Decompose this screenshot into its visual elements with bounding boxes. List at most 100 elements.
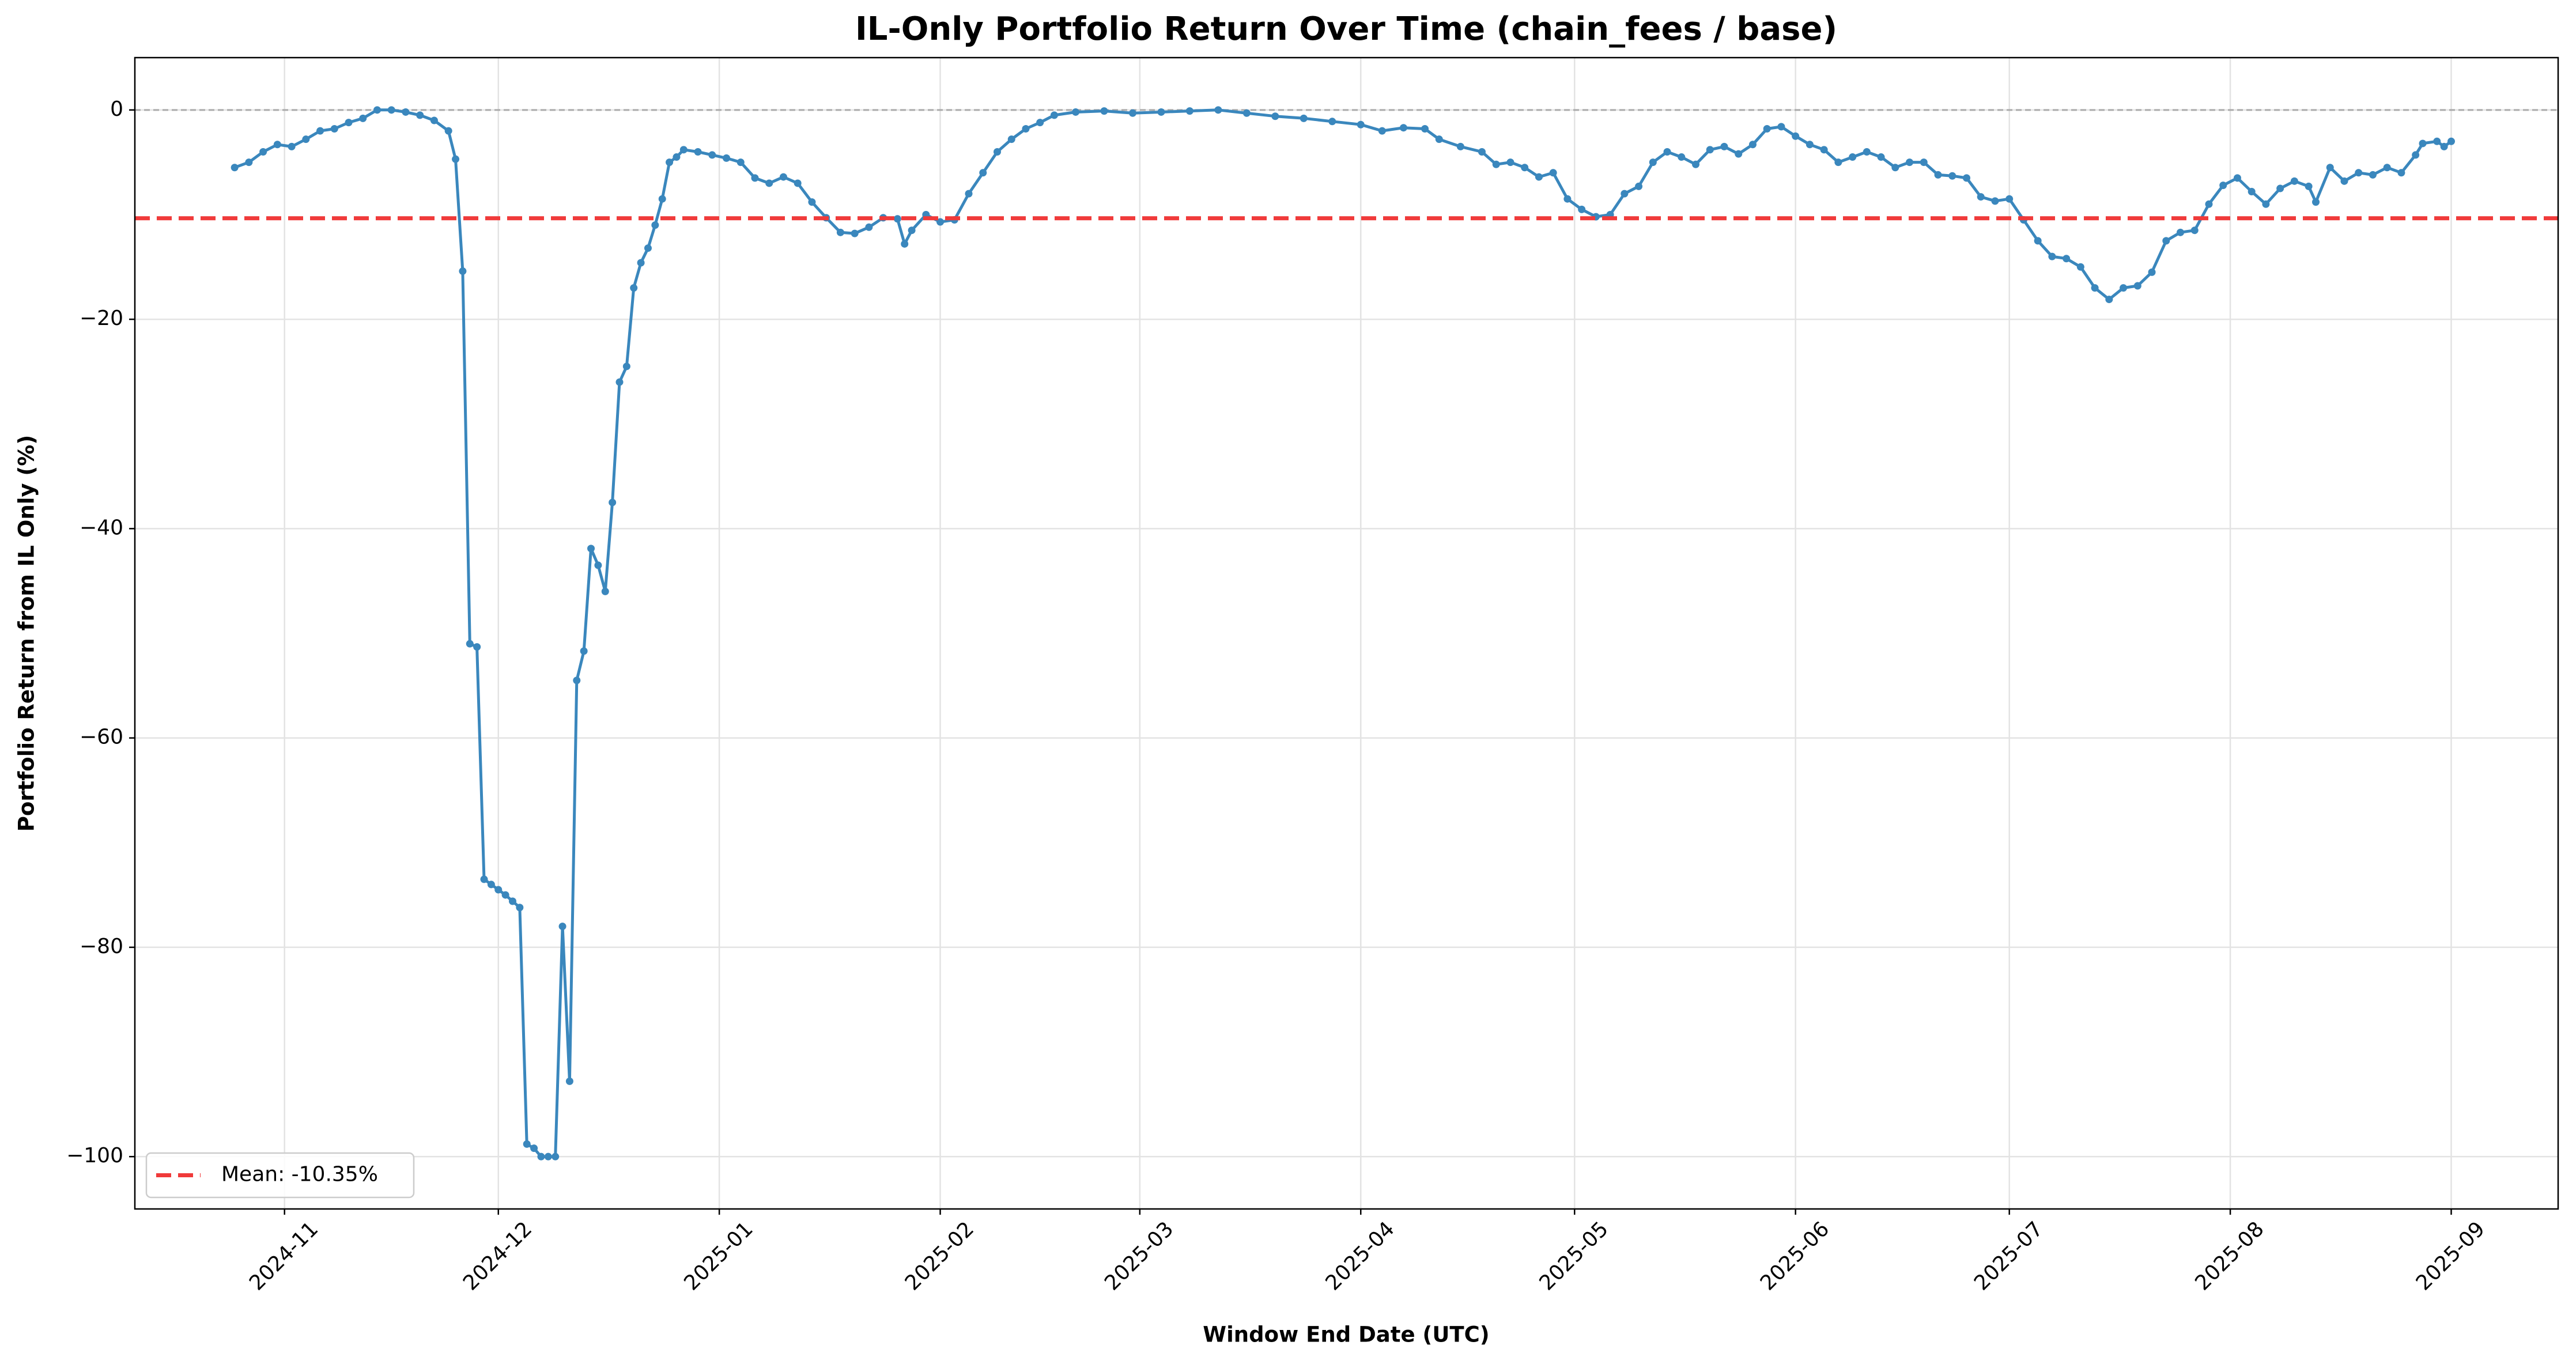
x-tick-label: 2025-02 — [901, 1217, 979, 1295]
data-point — [630, 284, 638, 292]
data-point — [794, 179, 802, 187]
data-point — [1399, 124, 1407, 132]
data-point — [851, 229, 859, 237]
data-point — [694, 148, 702, 156]
data-point — [1735, 150, 1743, 158]
data-point — [1535, 173, 1543, 181]
data-point — [2120, 284, 2128, 292]
x-tick-label: 2025-01 — [679, 1217, 757, 1295]
data-point — [2091, 284, 2099, 292]
data-point — [1185, 107, 1193, 115]
x-tick-label: 2025-08 — [2190, 1217, 2268, 1295]
x-tick-label: 2025-09 — [2412, 1217, 2490, 1295]
data-point — [1563, 195, 1572, 203]
data-point — [2397, 169, 2405, 177]
x-tick-label: 2025-04 — [1321, 1217, 1399, 1295]
data-point — [2148, 268, 2156, 276]
data-point — [1242, 109, 1251, 117]
y-axis-label: Portfolio Return from IL Only (%) — [14, 435, 39, 832]
data-point — [1036, 119, 1044, 127]
data-point — [2447, 137, 2455, 145]
data-point — [1948, 172, 1956, 180]
data-point — [1521, 164, 1529, 172]
data-point — [637, 259, 645, 267]
data-point — [2312, 198, 2320, 206]
data-point — [1492, 160, 1500, 168]
data-point — [516, 904, 524, 912]
data-point — [2162, 237, 2170, 245]
y-tick-label: −100 — [66, 1144, 123, 1167]
data-point — [2326, 164, 2334, 172]
x-tick-label: 2025-06 — [1756, 1217, 1834, 1295]
data-point — [2290, 177, 2298, 185]
data-point — [658, 195, 666, 203]
data-point — [765, 179, 773, 187]
data-point — [402, 108, 410, 116]
data-point — [459, 267, 467, 275]
data-point — [1906, 158, 1914, 167]
data-point — [359, 114, 367, 122]
data-point — [1435, 135, 1443, 143]
data-point — [466, 640, 474, 648]
legend-label: Mean: -10.35% — [221, 1163, 378, 1186]
data-point — [452, 155, 460, 163]
x-tick-label: 2025-07 — [1970, 1217, 2048, 1295]
data-point — [373, 106, 381, 114]
data-point — [330, 125, 338, 133]
data-point — [1621, 190, 1629, 198]
data-point — [1100, 107, 1108, 115]
data-point — [1863, 148, 1871, 156]
data-point — [1271, 112, 1279, 120]
data-point — [345, 119, 353, 127]
data-point — [2177, 228, 2185, 236]
data-point — [1834, 158, 1842, 167]
data-point — [2369, 171, 2377, 179]
data-point — [580, 647, 588, 655]
data-point — [708, 151, 716, 159]
data-point — [2048, 252, 2056, 260]
data-point — [523, 1140, 531, 1148]
data-point — [1977, 193, 1985, 201]
data-point — [273, 141, 281, 149]
data-point — [1934, 171, 1942, 179]
y-tick-label: 0 — [110, 97, 123, 121]
data-point — [387, 106, 395, 114]
data-point — [1820, 146, 1828, 154]
data-point — [231, 164, 239, 172]
data-point — [2355, 169, 2363, 177]
plot-frame — [134, 56, 2559, 1210]
y-tick-label: −20 — [80, 307, 123, 330]
data-point — [2440, 142, 2448, 150]
data-point — [609, 498, 617, 507]
data-point — [1649, 158, 1657, 167]
data-point — [2076, 263, 2084, 271]
data-point — [1578, 205, 1586, 213]
data-point — [473, 643, 481, 651]
data-point — [1891, 164, 1899, 172]
data-point — [1549, 169, 1557, 177]
y-tick-label: −80 — [80, 935, 123, 958]
data-point — [1128, 109, 1136, 117]
data-point — [2233, 174, 2241, 182]
data-point — [1022, 125, 1030, 133]
data-point — [2205, 200, 2213, 208]
data-point — [736, 158, 745, 167]
data-point — [1357, 120, 1365, 129]
data-point — [2034, 237, 2042, 245]
data-point — [2219, 182, 2227, 190]
data-point — [1962, 174, 1970, 182]
data-point — [1806, 141, 1814, 149]
data-point — [1678, 153, 1686, 161]
data-point — [893, 215, 901, 223]
chart-title: IL-Only Portfolio Return Over Time (chai… — [855, 10, 1837, 48]
legend-box — [145, 1152, 415, 1199]
data-point — [494, 886, 503, 894]
data-point — [2340, 177, 2348, 185]
data-point — [288, 142, 296, 150]
data-point — [558, 923, 566, 931]
data-point — [587, 545, 595, 553]
x-tick-label: 2024-12 — [459, 1217, 537, 1295]
data-point — [537, 1152, 545, 1161]
data-point — [302, 135, 310, 143]
